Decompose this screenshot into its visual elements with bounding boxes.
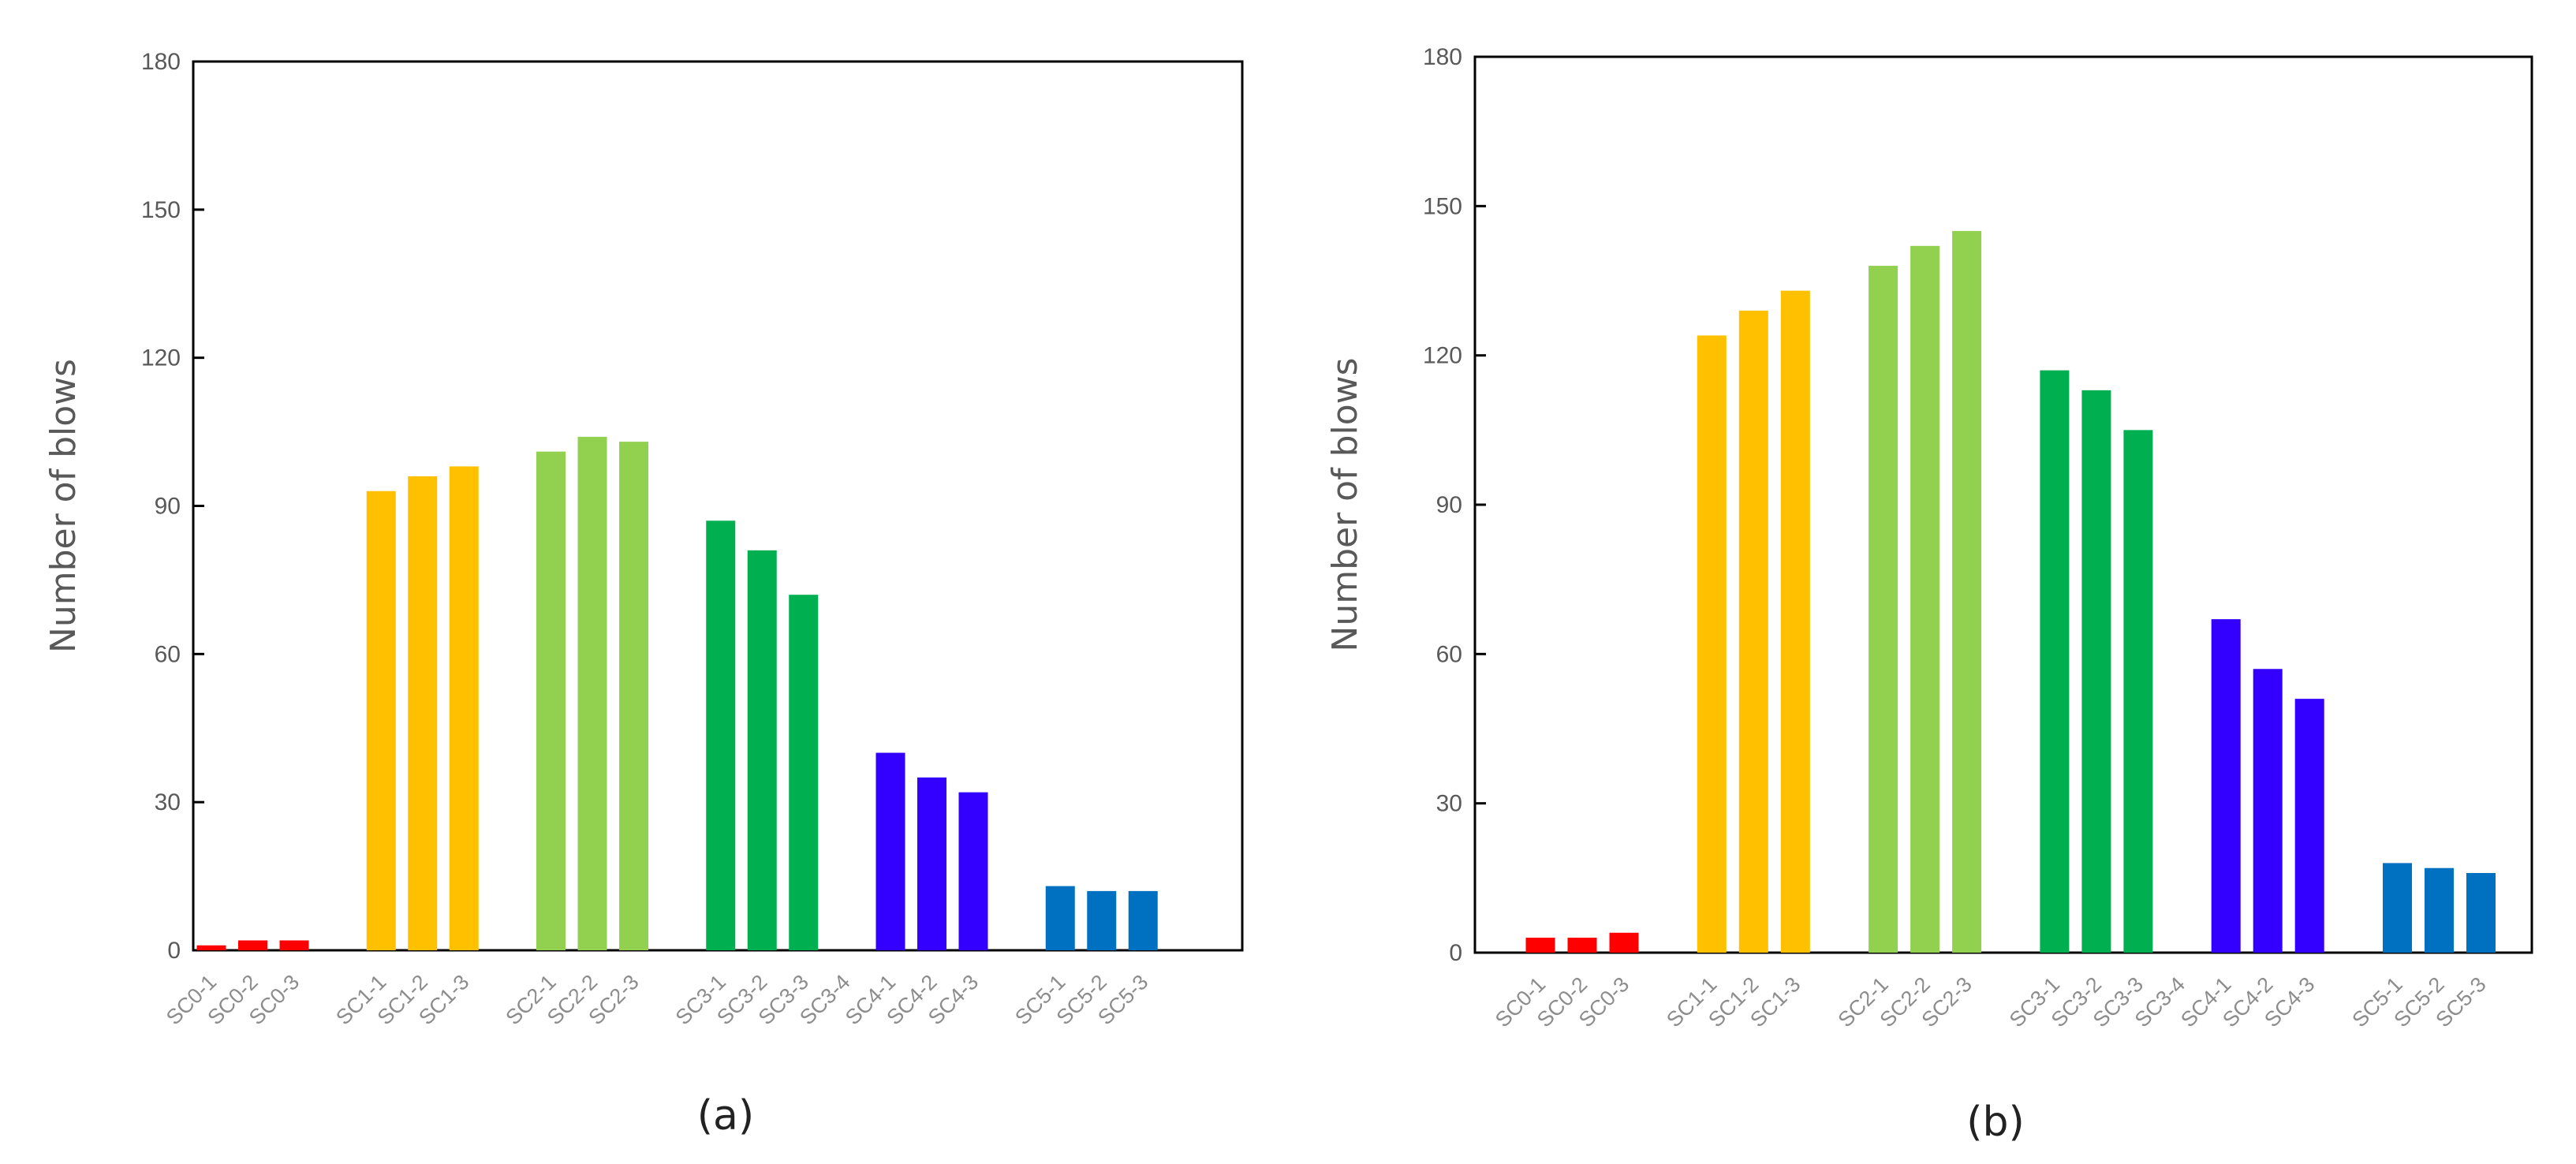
y-tick-label: 30: [1436, 791, 1462, 817]
bar-sc2-2: [577, 436, 607, 950]
y-tick-label: 60: [1436, 641, 1462, 667]
y-axis-title: Number of blows: [1325, 357, 1365, 651]
bar-sc4-1: [875, 752, 905, 950]
y-tick-label: 180: [141, 49, 181, 75]
bar-sc5-1: [1045, 886, 1075, 950]
y-tick-label: 150: [1423, 193, 1462, 219]
y-tick-label: 150: [141, 197, 181, 223]
y-tick-label: 90: [155, 494, 181, 520]
y-tick-label: 30: [155, 789, 181, 815]
bar-sc0-3: [279, 940, 309, 950]
y-tick-label: 0: [167, 938, 181, 964]
bar-sc1-1: [366, 491, 396, 950]
bar-sc5-2: [2425, 867, 2454, 953]
y-tick-label: 90: [1436, 492, 1462, 518]
bar-sc0-2: [1567, 938, 1597, 953]
bar-sc4-1: [2211, 619, 2241, 953]
bar-sc0-1: [1525, 938, 1555, 953]
plot-frame: [1473, 55, 2533, 954]
bar-sc5-2: [1087, 890, 1117, 950]
bar-sc3-1: [2040, 370, 2070, 953]
bar-sc0-2: [238, 940, 267, 950]
bar-sc1-3: [1780, 290, 1810, 953]
panel-label: (a): [697, 1092, 754, 1140]
bar-sc4-3: [958, 792, 988, 950]
bar-sc2-1: [1869, 266, 1898, 953]
y-tick-label: 180: [1423, 44, 1462, 70]
bar-sc3-1: [706, 520, 736, 950]
bar-sc3-2: [2081, 390, 2111, 953]
bar-sc0-1: [196, 945, 226, 950]
bar-sc3-3: [789, 595, 819, 950]
bar-sc3-2: [747, 550, 777, 950]
bar-sc5-3: [1128, 890, 1158, 950]
bar-sc1-2: [408, 476, 438, 950]
bar-sc1-1: [1697, 335, 1727, 953]
bar-sc4-3: [2294, 699, 2324, 953]
bar-sc3-3: [2123, 430, 2153, 953]
bar-sc4-2: [2253, 669, 2283, 953]
bar-sc2-3: [619, 442, 648, 950]
bar-sc5-3: [2466, 873, 2496, 953]
bar-sc2-3: [1952, 230, 1982, 953]
y-tick-label: 120: [1423, 343, 1462, 369]
bar-sc5-1: [2383, 863, 2412, 953]
bar-sc2-1: [536, 451, 566, 950]
y-axis-title: Number of blows: [43, 359, 84, 653]
bar-sc1-3: [449, 466, 479, 950]
y-tick-label: 120: [141, 345, 181, 371]
bar-sc0-3: [1609, 932, 1639, 953]
bar-sc2-2: [1910, 245, 1940, 953]
bar-sc4-2: [917, 777, 946, 950]
y-tick-label: 60: [155, 641, 181, 667]
y-tick-label: 0: [1449, 940, 1462, 966]
panel-label: (b): [1966, 1099, 2025, 1146]
bar-sc1-2: [1738, 310, 1768, 953]
